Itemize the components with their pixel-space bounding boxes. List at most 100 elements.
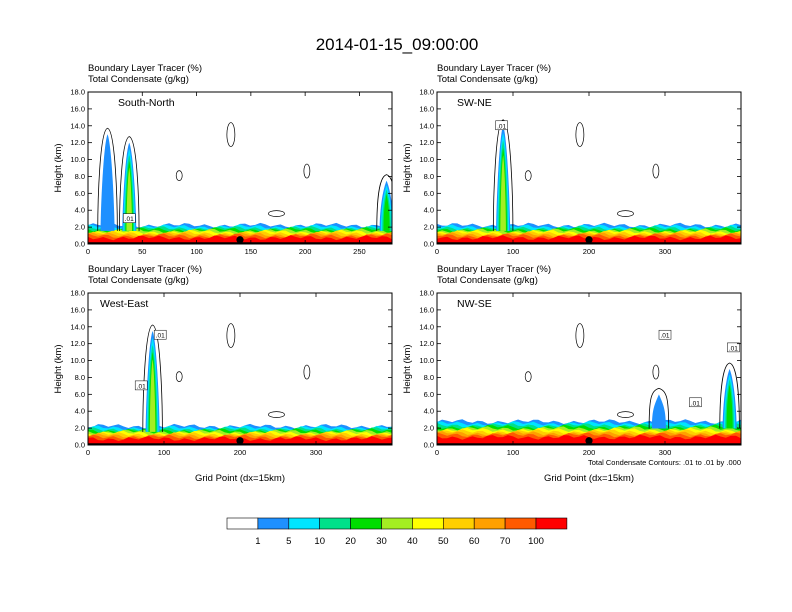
x-tick-label: 0 [86, 448, 90, 457]
location-marker [236, 236, 244, 244]
y-tick-label: 8.0 [75, 373, 85, 382]
y-tick-label: 10.0 [419, 356, 434, 365]
colorbar-label: 70 [500, 536, 511, 547]
condensate-contour-blob [303, 163, 311, 179]
plume-1-level-4 [726, 384, 733, 429]
panel-header-condensate: Total Condensate (g/kg) [437, 74, 538, 85]
contour-label-box [123, 213, 136, 223]
contour-footnote: Total Condensate Contours: .01 to .01 by… [588, 458, 741, 467]
y-tick-label: 2.0 [75, 223, 85, 232]
y-tick-label: 16.0 [70, 104, 85, 113]
contour-label-group: .01 [495, 120, 508, 131]
panel-header-tracer: Boundary Layer Tracer (%) [437, 264, 551, 275]
panel-west-east: Boundary Layer Tracer (%)Total Condensat… [53, 264, 393, 484]
colorbar-label: 40 [407, 536, 418, 547]
colorbar-label: 20 [345, 536, 356, 547]
condensate-contour-blob [303, 364, 311, 380]
colorbar-cell [319, 517, 351, 530]
y-tick-label: 12.0 [419, 138, 434, 147]
y-tick-label: 2.0 [424, 223, 434, 232]
plume-0-level-5 [500, 155, 506, 231]
y-tick-label: 0.0 [424, 441, 434, 450]
condensate-contour [719, 362, 740, 429]
contour-label-box [134, 380, 148, 391]
colorbar-cell [257, 517, 290, 530]
y-tick-label: 16.0 [70, 305, 85, 314]
condensate-contour-blob [617, 210, 634, 217]
x-tick-label: 100 [507, 247, 520, 256]
condensate-contour [376, 174, 392, 231]
panel-header-tracer: Boundary Layer Tracer (%) [437, 63, 551, 74]
contour-label-box [689, 397, 702, 408]
x-tick-label: 0 [435, 247, 439, 256]
y-tick-label: 12.0 [419, 339, 434, 348]
panel-south-north: Boundary Layer Tracer (%)Total Condensat… [53, 63, 393, 256]
y-tick-label: 4.0 [424, 407, 434, 416]
colorbar-cell [412, 517, 444, 530]
panel-nw-se: Boundary Layer Tracer (%) Total Condensat… [402, 264, 742, 484]
condensate-contour [648, 387, 670, 429]
condensate-contour-blob [652, 364, 660, 380]
contour-label-group: .01 [134, 380, 148, 391]
y-tick-label: 12.0 [70, 138, 85, 147]
panel-header-tracer: Boundary Layer Tracer (%) [88, 264, 202, 275]
plume-0-level-1 [651, 394, 666, 429]
colorbar-cell [350, 517, 382, 530]
y-tick-label: 8.0 [424, 373, 434, 382]
y-tick-label: 18.0 [70, 88, 85, 97]
colorbar-cell [504, 517, 537, 530]
y-tick-label: 18.0 [419, 88, 434, 97]
contour-label-group: .01 [153, 329, 167, 340]
x-tick-label: 0 [86, 247, 90, 256]
contour-label: .01 [729, 345, 738, 352]
condensate-contour [119, 136, 140, 231]
contour-label-box [727, 342, 740, 353]
colorbar-label: 30 [376, 536, 387, 547]
location-marker [585, 236, 593, 244]
y-tick-label: 6.0 [424, 390, 434, 399]
y-tick-label: 8.0 [424, 172, 434, 181]
colorbar-cell [381, 517, 413, 530]
contour-label-group: .01 [658, 329, 672, 340]
y-tick-label: 6.0 [424, 189, 434, 198]
condensate-contour-blob [524, 371, 532, 382]
panel-header-condensate: Total Condensate (g/kg) [88, 275, 189, 286]
colorbar-cell [226, 517, 259, 530]
x-tick-label: 50 [138, 247, 146, 256]
condensate-contour-blob [652, 163, 660, 179]
y-tick-label: 4.0 [75, 206, 85, 215]
panel-label: NW-SE [457, 298, 492, 310]
condensate-contour-blob [524, 170, 532, 181]
plot-background [88, 293, 392, 445]
condensate-contour-blob [268, 210, 285, 217]
x-tick-label: 100 [158, 448, 171, 457]
y-tick-label: 14.0 [419, 322, 434, 331]
figure-title: 2014-01-15_09:00:00 [316, 35, 479, 54]
panels-group: Boundary Layer Tracer (%)Total Condensat… [53, 63, 742, 484]
plot-area: .01 .01 .01 [437, 293, 741, 445]
x-tick-label: 200 [583, 247, 596, 256]
contour-label-box [153, 329, 167, 340]
contour-label-box [495, 120, 508, 131]
condensate-contour [492, 119, 514, 231]
y-tick-label: 2.0 [75, 424, 85, 433]
contour-label: .01 [660, 333, 669, 340]
condensate-contour-blob [268, 411, 285, 418]
location-marker [236, 437, 244, 445]
plot-background [437, 92, 741, 244]
colorbar-cell [535, 517, 568, 530]
condensate-contour-blob [226, 122, 236, 147]
plot-area: .01 [88, 92, 392, 244]
colorbar-label: 50 [438, 536, 449, 547]
x-tick-label: 300 [659, 247, 672, 256]
plot-area: .01 .01 [88, 293, 392, 445]
condensate-contour-blob [575, 323, 585, 348]
y-tick-label: 4.0 [75, 407, 85, 416]
condensate-contour [97, 127, 118, 231]
x-tick-label: 0 [435, 448, 439, 457]
y-axis-title: Height (km) [53, 143, 64, 192]
y-axis-title: Height (km) [402, 344, 413, 393]
x-tick-label: 200 [234, 448, 247, 457]
y-tick-label: 8.0 [75, 172, 85, 181]
contour-label: .01 [497, 123, 506, 130]
